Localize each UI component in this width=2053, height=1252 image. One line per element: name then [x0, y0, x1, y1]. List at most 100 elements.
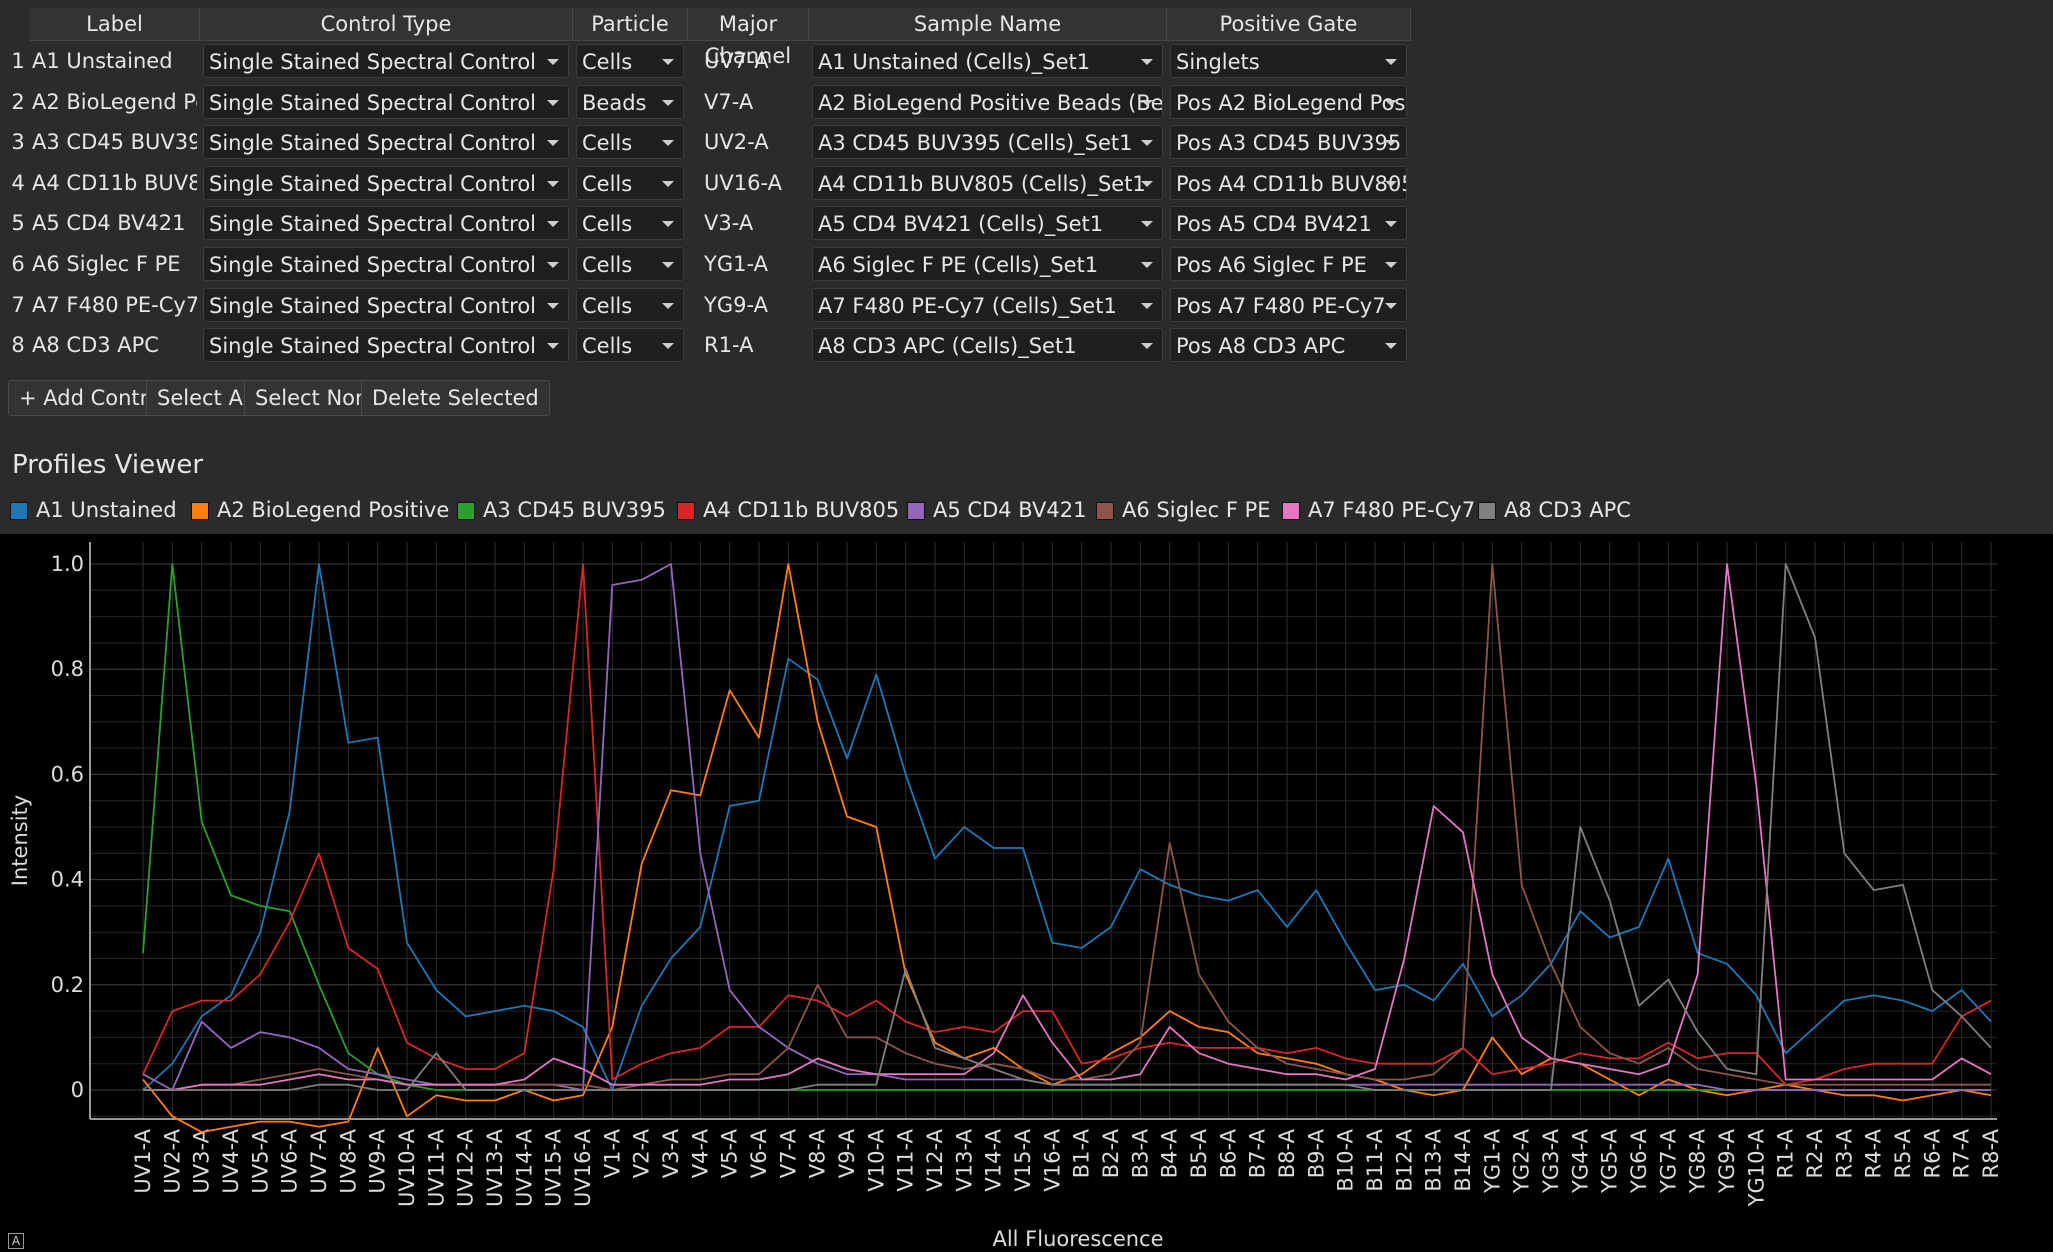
x-tick-label: YG6-A [1627, 1128, 1651, 1194]
particle-type-dropdown[interactable]: Beads [576, 84, 684, 119]
sample-name-dropdown[interactable]: A7 F480 PE-Cy7 (Cells)_Set1 [812, 287, 1163, 322]
x-tick-label: YG4-A [1568, 1128, 1592, 1194]
table-row[interactable]: 2 A2 BioLegend Positive Single Stained Spe… [0, 82, 1850, 122]
x-tick-label: R1-A [1774, 1128, 1798, 1178]
dropdown-value: Pos A4 CD11b BUV805 [1176, 171, 1407, 196]
sample-name-dropdown[interactable]: A2 BioLegend Positive Beads (Beads)_Set1 [812, 84, 1163, 119]
label-cell[interactable]: A6 Siglec F PE [32, 252, 181, 276]
chevron-down-icon [662, 140, 674, 147]
particle-type-dropdown[interactable]: Cells [576, 247, 684, 281]
table-row[interactable]: 5 A5 CD4 BV421 Single Stained Spectral Con… [0, 203, 1850, 243]
positive-gate-dropdown[interactable]: Pos A4 CD11b BUV805 [1170, 165, 1407, 200]
header-positive-gate[interactable]: Positive Gate [1167, 8, 1411, 41]
chevron-down-icon [1385, 180, 1397, 187]
row-number[interactable]: 3 [11, 130, 25, 155]
control-type-dropdown[interactable]: Single Stained Spectral Control [203, 328, 569, 363]
x-tick-label: B10-A [1334, 1128, 1358, 1191]
particle-type-dropdown[interactable]: Cells [576, 206, 684, 241]
x-tick-label: R8-A [1979, 1128, 2003, 1178]
particle-type-dropdown[interactable]: Cells [576, 44, 684, 78]
row-number[interactable]: 2 [11, 89, 25, 114]
table-row[interactable]: 6 A6 Siglec F PE Single Stained Spectral C… [0, 244, 1850, 284]
label-cell[interactable]: A2 BioLegend Positive [32, 89, 197, 114]
label-cell[interactable]: A8 CD3 APC [32, 333, 159, 358]
row-number[interactable]: 6 [11, 252, 25, 276]
positive-gate-dropdown[interactable]: Pos A8 CD3 APC [1170, 328, 1407, 363]
particle-type-dropdown[interactable]: Cells [576, 125, 684, 160]
positive-gate-dropdown[interactable]: Pos A6 Siglec F PE [1170, 247, 1407, 281]
x-tick-label: YG8-A [1686, 1128, 1710, 1194]
chevron-down-icon [1385, 343, 1397, 350]
sample-name-dropdown[interactable]: A3 CD45 BUV395 (Cells)_Set1 [812, 125, 1163, 160]
dropdown-value: Pos A8 CD3 APC [1176, 334, 1346, 359]
x-tick-label: YG9-A [1715, 1128, 1739, 1194]
x-tick-label: B14-A [1451, 1128, 1475, 1191]
legend-swatch [907, 502, 925, 520]
sample-name-dropdown[interactable]: A8 CD3 APC (Cells)_Set1 [812, 328, 1163, 363]
row-number[interactable]: 1 [11, 49, 25, 73]
major-channel-cell[interactable]: UV7-A [704, 49, 769, 73]
positive-gate-dropdown[interactable]: Pos A3 CD45 BUV395 [1170, 125, 1407, 160]
control-type-dropdown[interactable]: Single Stained Spectral Control [203, 125, 569, 160]
positive-gate-dropdown[interactable]: Pos A5 CD4 BV421 [1170, 206, 1407, 241]
dropdown-value: Cells [582, 212, 633, 237]
label-cell[interactable]: A1 Unstained [32, 49, 173, 73]
profiles-chart: 1.0 0.8 0.6 0.4 0.2 0 UV1-A UV2-A UV3-A UV4-A UV5-… [0, 534, 2053, 1252]
major-channel-cell[interactable]: YG9-A [704, 292, 768, 317]
row-number[interactable]: 8 [11, 333, 25, 358]
table-row[interactable]: 7 A7 F480 PE-Cy7 Single Stained Spectral C… [0, 285, 1850, 325]
autoscale-icon[interactable]: A [8, 1233, 24, 1249]
x-tick-label: UV16-A [571, 1128, 595, 1207]
sample-name-dropdown[interactable]: A1 Unstained (Cells)_Set1 [812, 44, 1163, 78]
particle-type-dropdown[interactable]: Cells [576, 328, 684, 363]
control-type-dropdown[interactable]: Single Stained Spectral Control [203, 84, 569, 119]
table-row[interactable]: 8 A8 CD3 APC Single Stained Spectral Contr… [0, 325, 1850, 365]
positive-gate-dropdown[interactable]: Pos A2 BioLegend Positive [1170, 84, 1407, 119]
x-tick-label: UV15-A [542, 1128, 566, 1207]
particle-type-dropdown[interactable]: Cells [576, 287, 684, 322]
legend-swatch [10, 502, 28, 520]
header-major-channel[interactable]: Major Channel [688, 8, 809, 68]
x-tick-label: V12-A [923, 1128, 947, 1191]
label-cell[interactable]: A3 CD45 BUV395 [32, 130, 197, 155]
x-tick-label: R2-A [1803, 1128, 1827, 1178]
delete-selected-button[interactable]: Delete Selected [361, 380, 550, 416]
major-channel-cell[interactable]: UV16-A [704, 170, 782, 195]
control-type-dropdown[interactable]: Single Stained Spectral Control [203, 247, 569, 281]
major-channel-cell[interactable]: UV2-A [704, 130, 769, 155]
control-type-dropdown[interactable]: Single Stained Spectral Control [203, 165, 569, 200]
dropdown-value: Single Stained Spectral Control [209, 253, 537, 277]
control-type-dropdown[interactable]: Single Stained Spectral Control [203, 287, 569, 322]
x-tick-label: UV13-A [483, 1128, 507, 1207]
row-number[interactable]: 5 [11, 211, 25, 236]
chevron-down-icon [662, 302, 674, 309]
label-cell[interactable]: A5 CD4 BV421 [32, 211, 186, 236]
major-channel-cell[interactable]: V7-A [704, 89, 754, 114]
plot-background [0, 534, 2053, 1252]
header-particle-type[interactable]: Particle Type [573, 8, 688, 68]
major-channel-cell[interactable]: R1-A [704, 333, 754, 358]
control-type-dropdown[interactable]: Single Stained Spectral Control [203, 206, 569, 241]
x-tick-label: V7-A [776, 1128, 800, 1178]
sample-name-dropdown[interactable]: A4 CD11b BUV805 (Cells)_Set1 [812, 165, 1163, 200]
header-control-type[interactable]: Control Type [200, 8, 573, 41]
sample-name-dropdown[interactable]: A5 CD4 BV421 (Cells)_Set1 [812, 206, 1163, 241]
table-row[interactable]: 3 A3 CD45 BUV395 Single Stained Spectral C… [0, 122, 1850, 162]
chevron-down-icon [547, 221, 559, 228]
control-type-dropdown[interactable]: Single Stained Spectral Control [203, 44, 569, 78]
positive-gate-dropdown[interactable]: Singlets [1170, 44, 1407, 78]
positive-gate-dropdown[interactable]: Pos A7 F480 PE-Cy7 [1170, 287, 1407, 322]
row-number[interactable]: 7 [11, 292, 25, 317]
header-label[interactable]: Label [30, 8, 200, 41]
chevron-down-icon [547, 180, 559, 187]
sample-name-dropdown[interactable]: A6 Siglec F PE (Cells)_Set1 [812, 247, 1163, 281]
table-row[interactable]: 1 A1 Unstained Single Stained Spectral Con… [0, 41, 1850, 81]
row-number[interactable]: 4 [11, 170, 25, 195]
table-row[interactable]: 4 A4 CD11b BUV805 Single Stained Spectral … [0, 163, 1850, 203]
major-channel-cell[interactable]: YG1-A [704, 252, 768, 276]
label-cell[interactable]: A7 F480 PE-Cy7 [32, 292, 197, 317]
label-cell[interactable]: A4 CD11b BUV805 [32, 170, 197, 195]
particle-type-dropdown[interactable]: Cells [576, 165, 684, 200]
header-sample-name[interactable]: Sample Name [809, 8, 1167, 41]
major-channel-cell[interactable]: V3-A [704, 211, 754, 236]
